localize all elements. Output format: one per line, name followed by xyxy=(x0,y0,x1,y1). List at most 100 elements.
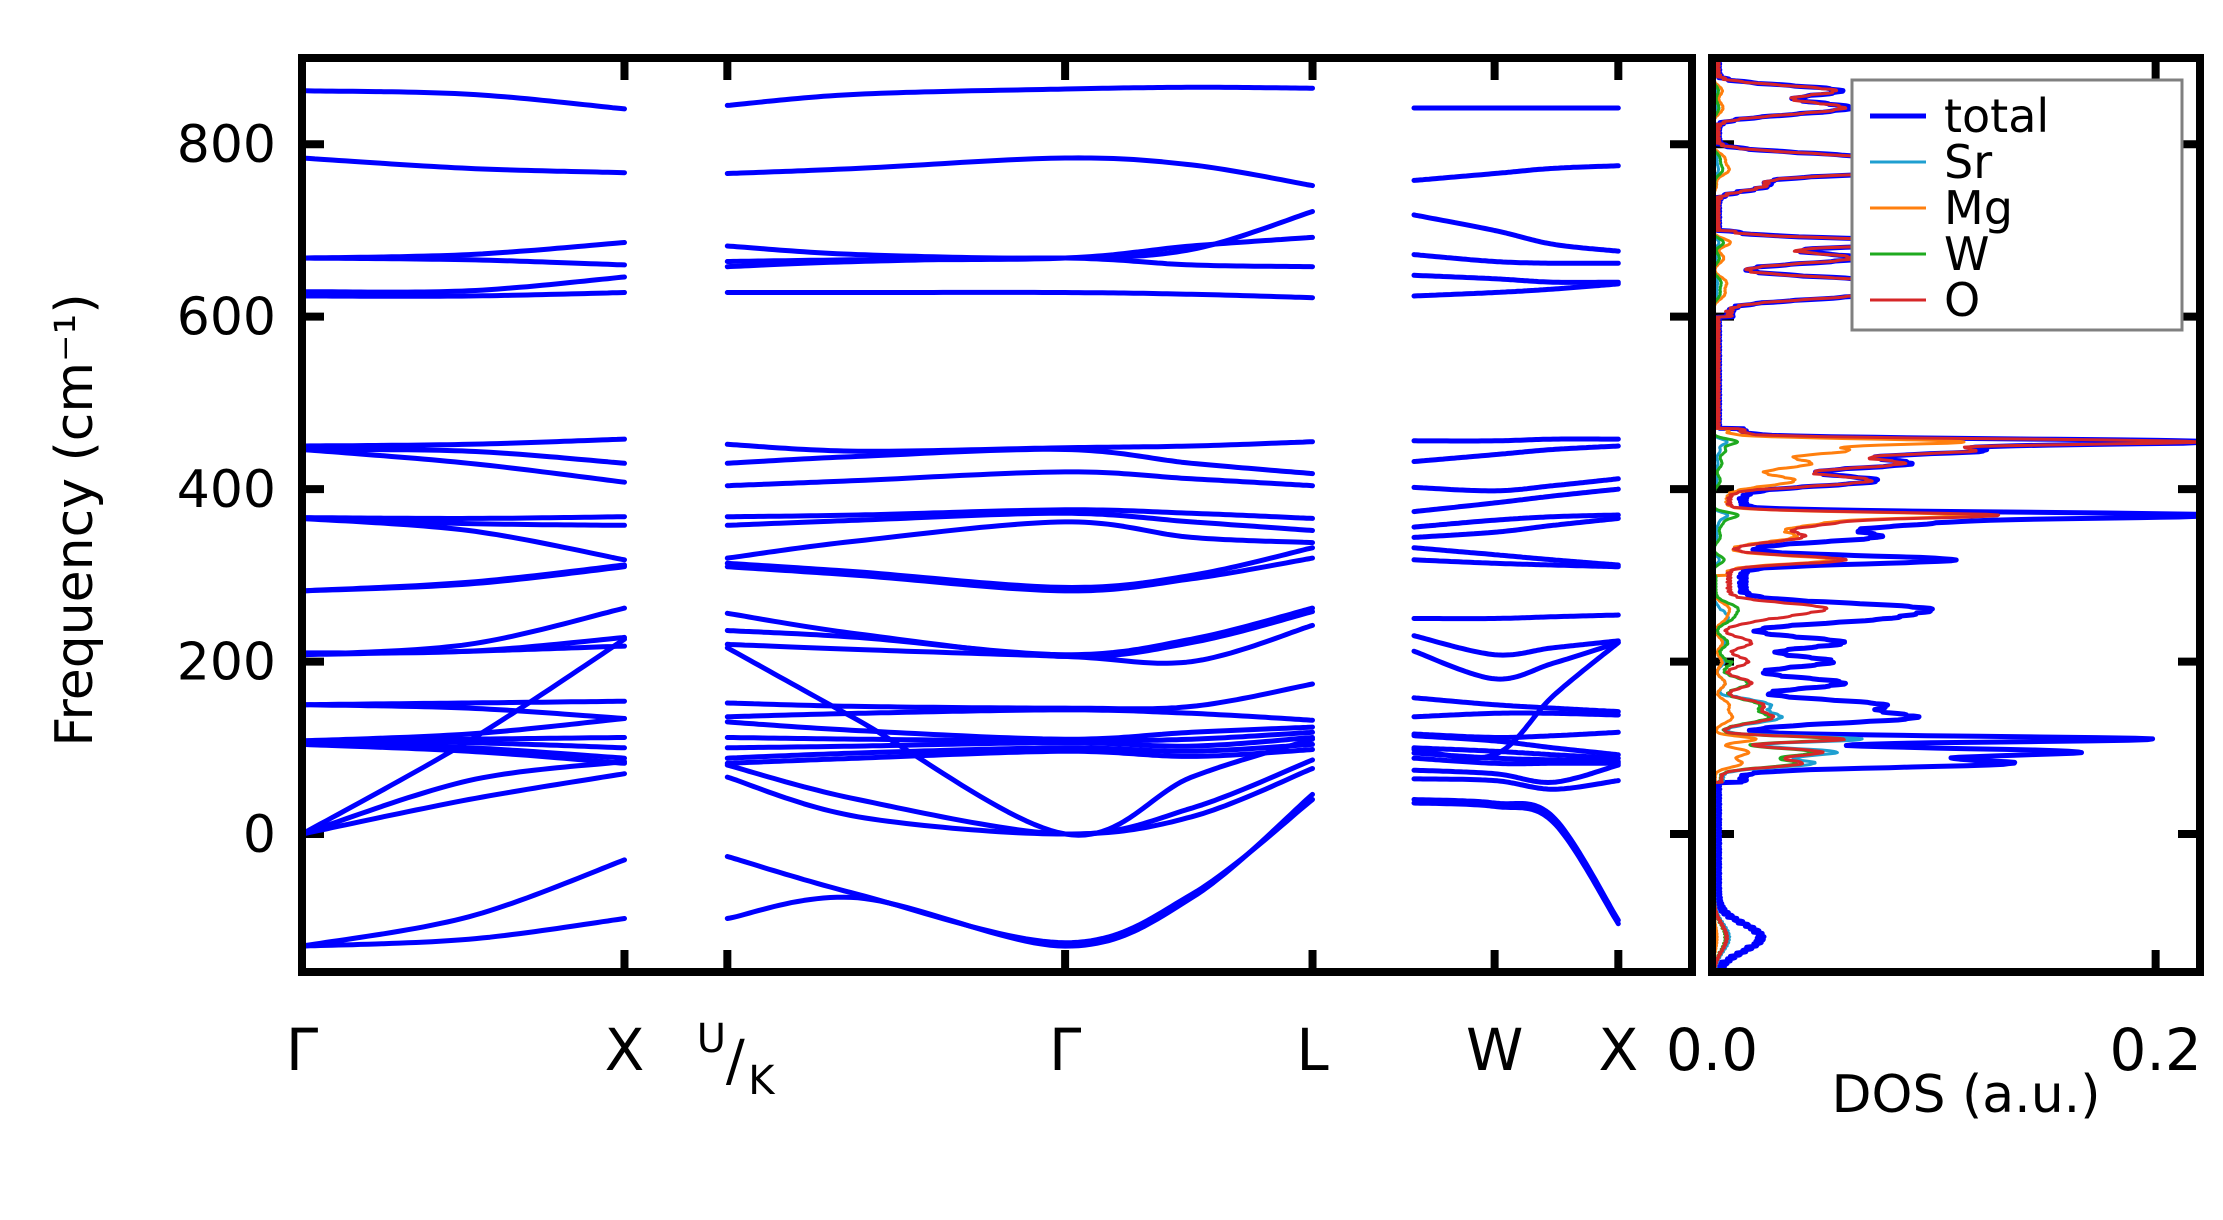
dos-frame xyxy=(1708,54,2204,976)
legend-item-sr[interactable]: Sr xyxy=(1870,135,1992,189)
band-curve xyxy=(1411,612,1621,622)
band-curve xyxy=(1411,252,1621,266)
y-axis-label: Frequency (cm⁻¹) xyxy=(45,293,105,746)
dos-axes-frame xyxy=(1708,54,2204,976)
band-curve xyxy=(1411,436,1621,444)
band-curve xyxy=(306,742,627,766)
band-curve xyxy=(306,88,627,112)
dos-curve-o xyxy=(1716,62,2196,968)
band-curve xyxy=(724,84,1315,108)
band-curve xyxy=(724,555,1315,594)
band-curve xyxy=(306,255,627,268)
band-curve xyxy=(1411,800,1621,927)
band-curve xyxy=(724,507,1315,521)
band-curve xyxy=(724,255,1315,270)
band-curve xyxy=(306,636,627,835)
legend-label-o: O xyxy=(1944,273,1980,327)
bands-y-tick-label: 600 xyxy=(177,288,276,348)
band-curve xyxy=(724,741,1315,761)
legend-label-sr: Sr xyxy=(1944,135,1992,189)
band-curve xyxy=(306,274,627,295)
xtick-label-u-over-k: U / K xyxy=(697,1016,777,1104)
band-curve xyxy=(724,519,1315,561)
xtick-label-u: U xyxy=(697,1016,726,1062)
band-curve xyxy=(1411,640,1621,682)
bands-y-tick-labels: 0 200 400 600 800 xyxy=(177,115,276,865)
xtick-label-x-2: X xyxy=(1598,1016,1638,1084)
band-curve xyxy=(306,857,627,948)
band-curve xyxy=(306,771,627,836)
band-curve xyxy=(724,766,1315,837)
xtick-label-w: W xyxy=(1466,1016,1523,1084)
band-curve xyxy=(306,436,627,449)
band-curve xyxy=(1411,281,1621,299)
dos-curves xyxy=(1716,62,2196,968)
xtick-label-gamma-2: Γ xyxy=(1049,1016,1081,1084)
band-curve xyxy=(306,759,627,836)
band-curve xyxy=(1411,476,1621,494)
band-curve xyxy=(724,289,1315,301)
dos-x-axis-label: DOS (a.u.) xyxy=(1832,1065,2101,1125)
band-curve xyxy=(306,290,627,299)
legend-item-total[interactable]: total xyxy=(1870,89,2049,143)
band-curve xyxy=(1411,163,1621,183)
dos-x-tick-label: 0.0 xyxy=(1666,1016,1758,1084)
band-curve xyxy=(724,735,1315,751)
band-curve xyxy=(306,702,627,721)
dos-x-tick-label: 0.2 xyxy=(2110,1016,2202,1084)
band-curve xyxy=(1411,515,1621,540)
band-curve xyxy=(306,447,627,466)
band-curve xyxy=(1411,512,1621,530)
band-curve xyxy=(1411,745,1621,761)
band-curve xyxy=(724,622,1315,666)
band-curve xyxy=(1411,755,1621,767)
legend-label-w: W xyxy=(1944,227,1989,281)
bands-y-tick-label: 200 xyxy=(177,633,276,693)
band-curve xyxy=(1411,557,1621,570)
band-curve xyxy=(1411,695,1621,715)
legend-item-w[interactable]: W xyxy=(1870,227,1989,281)
band-curve xyxy=(1411,776,1621,792)
legend-item-mg[interactable]: Mg xyxy=(1870,181,2013,235)
bands-y-tick-label: 400 xyxy=(177,460,276,520)
dos-curve-sr xyxy=(1716,85,1864,968)
bands-x-tick-labels: Γ X U / K Γ L W X xyxy=(286,1016,1638,1104)
band-curve xyxy=(1411,640,1621,761)
band-curve xyxy=(1411,710,1621,720)
band-curve xyxy=(1411,443,1621,464)
xtick-label-k: K xyxy=(748,1058,776,1104)
band-curve xyxy=(306,643,627,658)
band-curve xyxy=(1411,762,1621,785)
dos-curve-w xyxy=(1716,82,1837,968)
bands-axes-frame xyxy=(298,54,1696,976)
legend-label-mg: Mg xyxy=(1944,181,2013,235)
band-curve xyxy=(306,916,627,949)
band-curve xyxy=(724,747,1315,766)
band-curve xyxy=(724,707,1315,723)
band-curve xyxy=(306,564,627,594)
legend-frame xyxy=(1850,78,2184,332)
legend-item-o[interactable]: O xyxy=(1870,273,1980,327)
band-curve xyxy=(1411,633,1621,658)
bands-y-tick-label: 0 xyxy=(243,805,276,865)
band-curve xyxy=(724,469,1315,489)
band-curve xyxy=(724,155,1315,189)
band-curve xyxy=(724,545,1315,590)
band-curve xyxy=(306,447,627,485)
band-curve xyxy=(306,516,627,563)
bands-frame xyxy=(298,54,1696,976)
bands-y-tick-label: 800 xyxy=(177,115,276,175)
band-curve xyxy=(1411,545,1621,568)
xtick-label-slash: / xyxy=(726,1029,745,1094)
band-curve xyxy=(1411,486,1621,515)
band-curve xyxy=(306,155,627,176)
xtick-label-x-1: X xyxy=(605,1016,645,1084)
band-curve xyxy=(724,446,1315,477)
xtick-label-gamma-1: Γ xyxy=(286,1016,318,1084)
band-curve xyxy=(1411,212,1621,254)
xtick-label-l: L xyxy=(1296,1016,1328,1084)
band-curves xyxy=(306,84,1621,949)
